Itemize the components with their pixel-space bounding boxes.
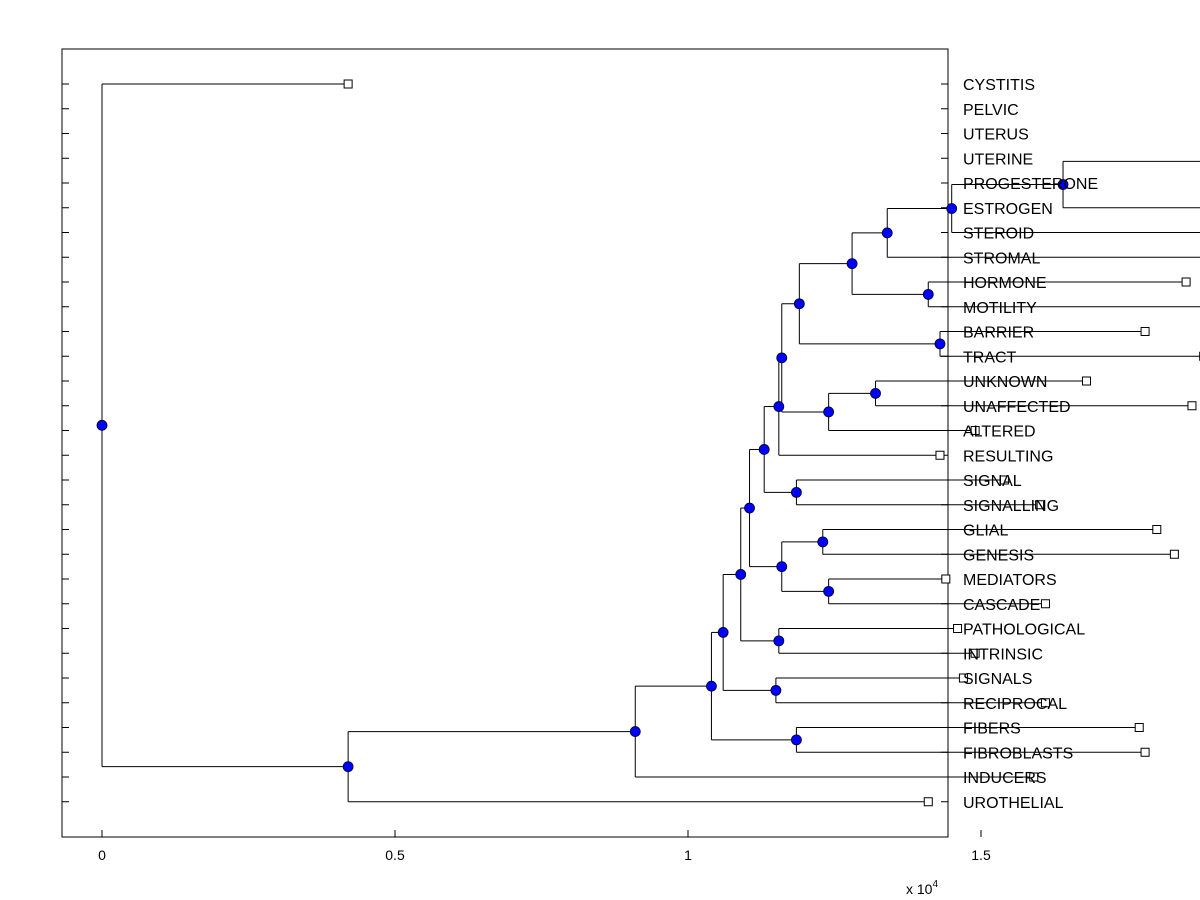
leaf-label: TRACT bbox=[963, 349, 1017, 366]
leaf-marker bbox=[923, 797, 933, 807]
x-tick-label: 0.5 bbox=[385, 847, 405, 863]
leaf-label: MEDIATORS bbox=[963, 572, 1057, 589]
cluster-node bbox=[793, 298, 805, 310]
cluster-node bbox=[776, 561, 788, 573]
leaf-label: UROTHELIAL bbox=[963, 795, 1064, 812]
leaf-marker bbox=[1140, 747, 1150, 757]
leaf-label: GENESIS bbox=[963, 547, 1034, 564]
branch-layer bbox=[101, 83, 1200, 803]
cluster-node bbox=[773, 401, 785, 412]
leaf-label: SIGNAL bbox=[963, 473, 1022, 490]
leaf-label: BARRIER bbox=[963, 325, 1034, 342]
leaf-marker bbox=[1140, 327, 1150, 336]
cluster-node bbox=[791, 486, 802, 498]
leaf-marker bbox=[1169, 549, 1179, 559]
cluster-node bbox=[744, 502, 755, 514]
leaf-label: INTRINSIC bbox=[963, 646, 1043, 663]
x-scale-base: x 10 bbox=[906, 881, 933, 897]
leaf-label: FIBERS bbox=[963, 721, 1021, 738]
cluster-node bbox=[706, 680, 717, 692]
leaf-marker bbox=[343, 79, 353, 89]
leaf-label: UNKNOWN bbox=[963, 374, 1047, 391]
leaf-marker bbox=[970, 426, 980, 435]
cluster-node bbox=[823, 585, 835, 597]
cluster-node bbox=[791, 734, 802, 746]
cluster-node bbox=[823, 406, 835, 418]
x-tick-label: 1.5 bbox=[971, 847, 991, 863]
leaf-label: CASCADE bbox=[963, 597, 1040, 614]
leaf-marker bbox=[1081, 376, 1091, 386]
leaf-label-layer: CYSTITIS PELVIC UTERUS UTERINE PROGESTERONE E… bbox=[963, 77, 1098, 812]
leaf-label: STROMAL bbox=[963, 250, 1040, 267]
cluster-node bbox=[773, 635, 785, 647]
cluster-node bbox=[717, 627, 729, 638]
leaf-marker bbox=[941, 574, 951, 584]
cluster-node bbox=[629, 726, 641, 737]
leaf-marker bbox=[1134, 723, 1144, 732]
leaf-label: CYSTITIS bbox=[963, 77, 1035, 94]
cluster-node bbox=[922, 288, 934, 300]
leaf-marker bbox=[1035, 500, 1045, 510]
leaf-label: INDUCERS bbox=[963, 770, 1047, 787]
leaf-marker-layer bbox=[343, 79, 1200, 807]
x-scale-exponent: 4 bbox=[932, 879, 938, 890]
cluster-node bbox=[735, 569, 747, 580]
leaf-label: UTERINE bbox=[963, 151, 1033, 168]
cluster-node bbox=[776, 352, 788, 364]
cluster-node bbox=[934, 338, 946, 350]
leaf-marker bbox=[1040, 599, 1050, 609]
leaf-marker bbox=[1181, 277, 1191, 287]
cluster-node bbox=[946, 203, 958, 214]
x-tick-label: 1 bbox=[684, 847, 692, 863]
cluster-node bbox=[1057, 179, 1069, 190]
leaf-label: MOTILITY bbox=[963, 300, 1037, 317]
leaf-marker bbox=[953, 624, 963, 633]
leaf-marker bbox=[1187, 401, 1197, 411]
cluster-node bbox=[96, 419, 108, 431]
leaf-marker bbox=[999, 475, 1009, 485]
leaf-label: SIGNALS bbox=[963, 671, 1032, 688]
leaf-marker bbox=[1152, 525, 1162, 534]
leaf-label: ALTERED bbox=[963, 424, 1036, 441]
leaf-marker bbox=[935, 450, 945, 460]
node-marker-layer bbox=[96, 179, 1069, 773]
leaf-marker bbox=[958, 673, 968, 683]
leaf-label: PROGESTERONE bbox=[963, 176, 1098, 193]
leaf-label: SIGNALLING bbox=[963, 498, 1059, 515]
cluster-node bbox=[758, 444, 770, 455]
leaf-label: RESULTING bbox=[963, 448, 1053, 465]
leaf-label: UNAFFECTED bbox=[963, 399, 1071, 416]
x-tick-label: 0 bbox=[98, 847, 106, 863]
leaf-label: ESTROGEN bbox=[963, 201, 1053, 218]
leaf-label: PATHOLOGICAL bbox=[963, 622, 1085, 639]
leaf-label: FIBROBLASTS bbox=[963, 745, 1073, 762]
cluster-node bbox=[870, 387, 881, 399]
cluster-node bbox=[770, 684, 782, 696]
leaf-marker bbox=[970, 648, 980, 658]
cluster-node bbox=[342, 761, 354, 773]
leaf-label: RECIPROCAL bbox=[963, 696, 1067, 713]
leaf-marker bbox=[1040, 698, 1050, 708]
leaf-label: GLIAL bbox=[963, 523, 1008, 540]
plot-frame bbox=[61, 48, 949, 838]
leaf-label: STEROID bbox=[963, 226, 1034, 243]
leaf-label: HORMONE bbox=[963, 275, 1047, 292]
cluster-node bbox=[881, 227, 893, 239]
leaf-label: UTERUS bbox=[963, 127, 1029, 144]
cluster-node bbox=[817, 536, 829, 548]
leaf-label: PELVIC bbox=[963, 102, 1019, 119]
x-scale-label: x 104 bbox=[906, 879, 938, 897]
cluster-node bbox=[846, 258, 858, 270]
leaf-marker bbox=[1029, 772, 1039, 782]
